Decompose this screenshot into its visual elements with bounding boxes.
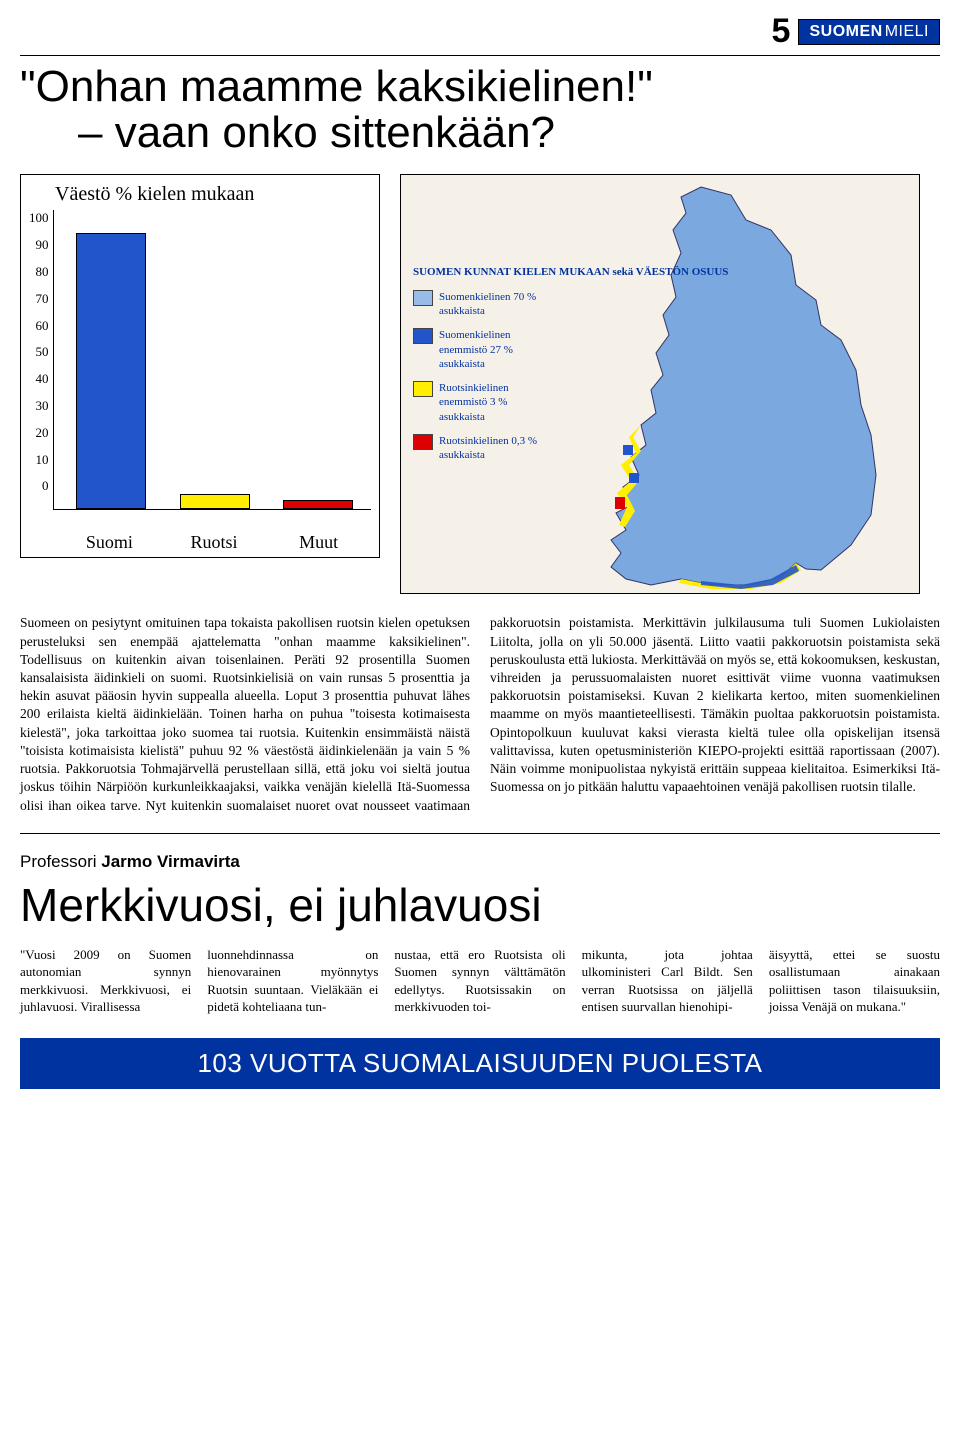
legend-item: Ruotsinkielinen enemmistö 3 % asukkaista	[413, 381, 728, 424]
footer-banner: 103 VUOTTA SUOMALAISUUDEN PUOLESTA	[20, 1038, 940, 1089]
y-tick: 50	[36, 344, 49, 360]
article2-byline: Professori Jarmo Virmavirta	[20, 852, 940, 872]
headline-line1: "Onhan maamme kaksikielinen!"	[20, 62, 653, 111]
article2-columns: "Vuosi 2009 on Suomen autonomian synnyn …	[20, 946, 940, 1016]
legend-item: Suomenkielinen enemmistö 27 % asukkaista	[413, 328, 728, 371]
chart-plot	[53, 210, 372, 510]
article1-body: Suomeen on pesiytynt omituinen tapa toka…	[20, 614, 940, 814]
y-tick: 100	[29, 210, 49, 226]
legend-label: Suomenkielinen 70 % asukkaista	[439, 290, 549, 319]
y-tick: 70	[36, 291, 49, 307]
headline-line2: – vaan onko sittenkään?	[20, 108, 555, 157]
article-separator-top	[20, 833, 940, 834]
page-number: 5	[772, 12, 791, 51]
figures-row: Väestö % kielen mukaan 10090807060504030…	[20, 174, 940, 594]
map-legend: SUOMEN KUNNAT KIELEN MUKAAN sekä VÄESTÖN…	[413, 265, 728, 472]
legend-item: Ruotsinkielinen 0,3 % asukkaista	[413, 434, 728, 463]
legend-label: Ruotsinkielinen enemmistö 3 % asukkaista	[439, 381, 549, 424]
y-tick: 40	[36, 371, 49, 387]
x-label: Ruotsi	[162, 532, 266, 553]
legend-swatch	[413, 381, 433, 397]
y-tick: 80	[36, 264, 49, 280]
article2-col-4: mikunta, jota johtaa ulkoministeri Carl …	[582, 946, 753, 1016]
population-bar-chart: Väestö % kielen mukaan 10090807060504030…	[20, 174, 380, 558]
article1-headline: "Onhan maamme kaksikielinen!" – vaan onk…	[20, 64, 940, 156]
west-coast-red	[615, 497, 625, 509]
chart-area: 1009080706050403020100	[29, 210, 371, 530]
legend-item: Suomenkielinen 70 % asukkaista	[413, 290, 728, 319]
legend-swatch	[413, 328, 433, 344]
y-tick: 30	[36, 398, 49, 414]
x-axis-labels: SuomiRuotsiMuut	[57, 530, 371, 553]
masthead: 5 SUOMEN MIELI	[20, 12, 940, 51]
y-tick: 90	[36, 237, 49, 253]
map-legend-title: SUOMEN KUNNAT KIELEN MUKAAN sekä VÄESTÖN…	[413, 265, 728, 279]
bar-suomi	[76, 233, 146, 509]
y-tick: 20	[36, 425, 49, 441]
article2-col-2: luonnehdinnassa on hienovarainen myönnyt…	[207, 946, 378, 1016]
brand-logo: SUOMEN MIELI	[798, 19, 940, 45]
y-tick: 60	[36, 318, 49, 334]
article2-headline: Merkkivuosi, ei juhlavuosi	[20, 878, 940, 932]
brand-part-1: SUOMEN	[809, 23, 882, 41]
article2: Professori Jarmo Virmavirta Merkkivuosi,…	[20, 852, 940, 1016]
west-cyan-1	[629, 473, 639, 483]
bar-ruotsi	[180, 494, 250, 509]
article2-col-3: nustaa, että ero Ruotsista oli Suomen sy…	[394, 946, 565, 1016]
legend-swatch	[413, 434, 433, 450]
y-axis: 1009080706050403020100	[29, 210, 53, 510]
brand-part-2: MIELI	[885, 23, 929, 41]
legend-label: Suomenkielinen enemmistö 27 % asukkaista	[439, 328, 549, 371]
byline-name: Jarmo Virmavirta	[101, 852, 240, 871]
chart-title: Väestö % kielen mukaan	[55, 183, 371, 206]
x-label: Suomi	[58, 532, 162, 553]
article1-paragraph: Suomeen on pesiytynt omituinen tapa toka…	[20, 614, 940, 814]
finland-language-map: SUOMEN KUNNAT KIELEN MUKAAN sekä VÄESTÖN…	[400, 174, 920, 594]
bar-muut	[283, 500, 353, 509]
x-label: Muut	[267, 532, 371, 553]
y-tick: 10	[36, 452, 49, 468]
byline-prefix: Professori	[20, 852, 97, 871]
article2-col-5: äisyyttä, ettei se suostu osallistumaan …	[769, 946, 940, 1016]
legend-swatch	[413, 290, 433, 306]
article2-col-1: "Vuosi 2009 on Suomen autonomian synnyn …	[20, 946, 191, 1016]
top-rule	[20, 55, 940, 56]
legend-label: Ruotsinkielinen 0,3 % asukkaista	[439, 434, 549, 463]
y-tick: 0	[42, 478, 49, 494]
